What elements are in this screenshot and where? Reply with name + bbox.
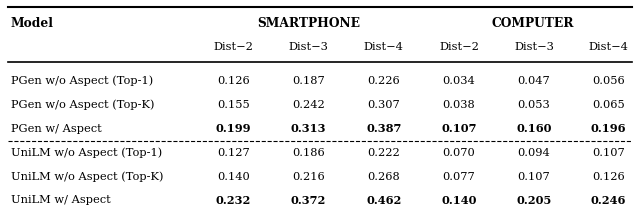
Text: 0.307: 0.307: [367, 100, 400, 110]
Text: 0.107: 0.107: [518, 172, 550, 182]
Text: 0.196: 0.196: [591, 123, 626, 134]
Text: 0.107: 0.107: [441, 123, 477, 134]
Text: 0.232: 0.232: [216, 195, 251, 206]
Text: 0.127: 0.127: [217, 148, 250, 158]
Text: 0.107: 0.107: [592, 148, 625, 158]
Text: 0.047: 0.047: [518, 76, 550, 86]
Text: 0.216: 0.216: [292, 172, 325, 182]
Text: Dist−3: Dist−3: [289, 42, 328, 52]
Text: 0.140: 0.140: [217, 172, 250, 182]
Text: 0.387: 0.387: [366, 123, 401, 134]
Text: 0.160: 0.160: [516, 123, 552, 134]
Text: Dist−2: Dist−2: [439, 42, 479, 52]
Text: 0.053: 0.053: [518, 100, 550, 110]
Text: 0.034: 0.034: [442, 76, 476, 86]
Text: PGen w/o Aspect (Top-1): PGen w/o Aspect (Top-1): [11, 76, 153, 87]
Text: UniLM w/o Aspect (Top-K): UniLM w/o Aspect (Top-K): [11, 171, 163, 182]
Text: 0.186: 0.186: [292, 148, 325, 158]
Text: 0.070: 0.070: [442, 148, 476, 158]
Text: 0.242: 0.242: [292, 100, 325, 110]
Text: Dist−3: Dist−3: [514, 42, 554, 52]
Text: 0.056: 0.056: [592, 76, 625, 86]
Text: 0.077: 0.077: [442, 172, 476, 182]
Text: Dist−4: Dist−4: [588, 42, 628, 52]
Text: UniLM w/o Aspect (Top-1): UniLM w/o Aspect (Top-1): [11, 147, 162, 158]
Text: 0.222: 0.222: [367, 148, 400, 158]
Text: 0.187: 0.187: [292, 76, 325, 86]
Text: 0.140: 0.140: [441, 195, 477, 206]
Text: 0.246: 0.246: [591, 195, 626, 206]
Text: 0.268: 0.268: [367, 172, 400, 182]
Text: 0.372: 0.372: [291, 195, 326, 206]
Text: 0.038: 0.038: [442, 100, 476, 110]
Text: PGen w/o Aspect (Top-K): PGen w/o Aspect (Top-K): [11, 100, 154, 110]
Text: 0.462: 0.462: [366, 195, 401, 206]
Text: 0.313: 0.313: [291, 123, 326, 134]
Text: UniLM w/ Aspect: UniLM w/ Aspect: [11, 196, 111, 206]
Text: 0.205: 0.205: [516, 195, 552, 206]
Text: 0.155: 0.155: [217, 100, 250, 110]
Text: 0.226: 0.226: [367, 76, 400, 86]
Text: PGen w/ Aspect: PGen w/ Aspect: [11, 124, 102, 134]
Text: 0.094: 0.094: [518, 148, 550, 158]
Text: Dist−2: Dist−2: [213, 42, 253, 52]
Text: COMPUTER: COMPUTER: [492, 17, 575, 30]
Text: Model: Model: [11, 17, 54, 30]
Text: 0.126: 0.126: [217, 76, 250, 86]
Text: Dist−4: Dist−4: [364, 42, 404, 52]
Text: 0.126: 0.126: [592, 172, 625, 182]
Text: 0.065: 0.065: [592, 100, 625, 110]
Text: 0.199: 0.199: [216, 123, 251, 134]
Text: SMARTPHONE: SMARTPHONE: [257, 17, 360, 30]
